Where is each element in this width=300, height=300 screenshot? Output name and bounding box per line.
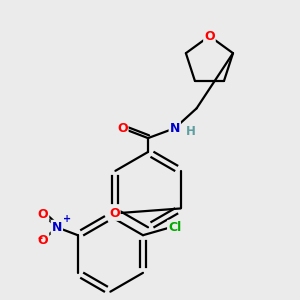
Text: H: H [186,125,196,138]
Text: +: + [63,214,71,224]
Text: O: O [204,30,215,43]
Text: N: N [169,122,180,135]
Text: -: - [37,232,42,245]
Text: O: O [38,234,48,247]
Text: O: O [109,207,120,220]
Text: N: N [52,221,62,234]
Text: O: O [117,122,128,135]
Text: O: O [38,208,48,221]
Text: Cl: Cl [168,221,181,234]
